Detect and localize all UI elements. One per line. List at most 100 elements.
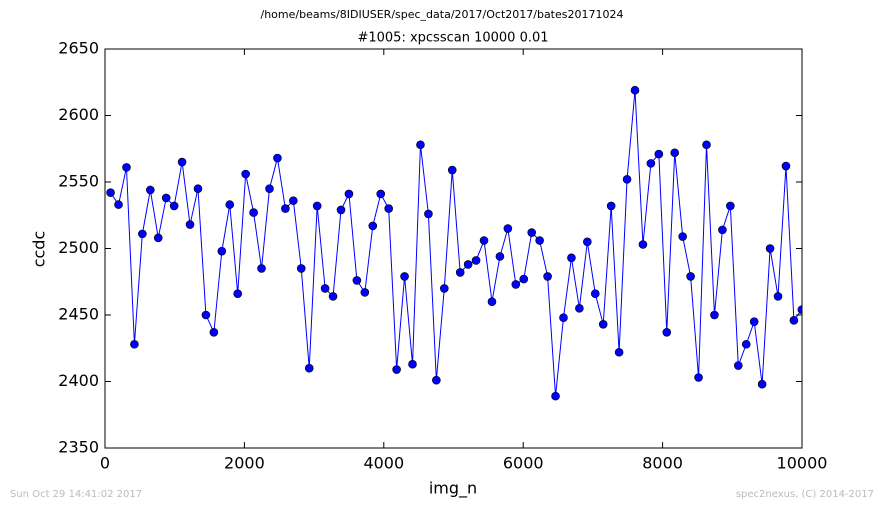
data-point [177,157,187,167]
data-point [265,184,274,193]
data-point [471,256,481,265]
data-point [384,204,393,213]
data-point [344,189,354,199]
data-point [765,244,775,253]
data-point [606,201,616,211]
data-point [217,246,227,256]
data-point [161,193,171,203]
data-point [654,149,664,159]
y-tick-label: 2500 [58,238,99,257]
data-point [638,240,648,249]
footer-left: Sun Oct 29 14:41:02 2017 [10,489,142,500]
data-point [598,320,608,329]
data-point [424,209,433,219]
y-tick-label: 2550 [58,172,99,191]
data-line [110,90,802,397]
data-point [328,292,338,301]
data-point [193,184,203,193]
data-point [416,140,425,150]
data-point [114,200,123,209]
data-point [273,153,282,163]
chart-title: #1005: xpcsscan 10000 0.01 [357,31,548,46]
data-point [630,85,640,95]
data-point [551,391,560,401]
data-point [352,276,362,285]
data-point [479,236,489,245]
data-point [408,359,417,369]
data-point [614,347,624,357]
data-point [201,310,211,320]
data-point [678,232,687,241]
data-point [400,272,409,281]
y-tick-label: 2450 [58,305,99,324]
data-point [455,268,465,277]
data-point [527,228,537,237]
data-point [702,140,711,150]
data-point [289,196,298,205]
data-point [296,264,306,273]
data-point [209,327,219,337]
data-point [185,220,195,229]
data-point [233,289,243,299]
x-axis-label: img_n [429,479,477,499]
y-tick-label: 2350 [58,438,99,457]
data-point [646,159,656,168]
data-point [583,237,592,247]
data-point [622,175,632,184]
y-tick-label: 2650 [58,39,99,58]
data-point [447,165,457,175]
data-point [225,200,235,209]
data-point [368,221,378,231]
data-point [733,361,743,370]
x-tick-label: 4000 [363,454,404,473]
data-point [686,272,695,281]
data-point [718,225,727,235]
x-tick-label: 10000 [777,454,828,473]
data-point [789,316,799,325]
data-point [511,280,521,289]
data-point [726,201,735,211]
x-tick-label: 8000 [642,454,683,473]
data-point [694,373,703,382]
data-point [741,339,751,349]
data-point [257,264,266,273]
data-point [662,327,672,337]
data-point [392,365,401,374]
data-point [757,379,767,389]
plot-area [106,85,802,401]
data-point [773,292,783,301]
data-point [535,236,544,245]
axes-frame [104,48,803,449]
data-point [146,185,155,195]
data-point [543,272,552,281]
y-tick-label: 2600 [58,105,99,124]
suptitle: /home/beams/8IDIUSER/spec_data/2017/Oct2… [261,8,624,21]
data-point [503,224,513,233]
data-point [312,201,322,211]
data-point [130,339,139,349]
data-point [122,163,131,172]
data-point [336,205,346,215]
data-point [710,310,719,320]
x-tick-label: 0 [100,454,110,473]
data-point [281,204,290,213]
data-point [241,169,250,179]
data-point [138,229,147,239]
data-point [169,201,179,211]
data-point [249,208,258,217]
data-point [439,284,449,293]
data-point [304,363,314,373]
data-point [376,189,386,199]
data-point [575,304,584,313]
data-point [781,161,791,171]
data-point [463,260,473,269]
data-point [487,297,497,307]
x-tick-label: 6000 [503,454,544,473]
data-point [320,284,330,293]
y-tick-label: 2400 [58,371,99,390]
y-axis-label: ccdc [30,231,49,268]
data-point [519,274,529,284]
data-point [153,233,163,243]
data-point [360,288,370,297]
